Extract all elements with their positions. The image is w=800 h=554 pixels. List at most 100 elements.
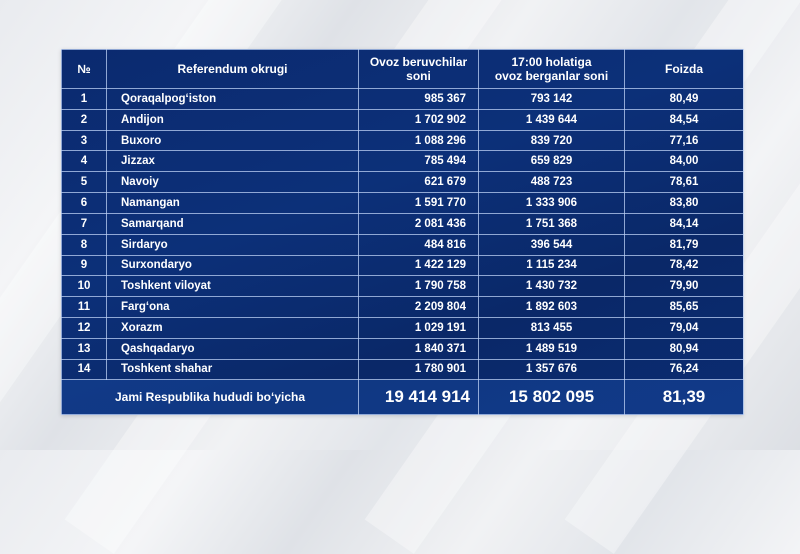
row-voted: 793 142 <box>478 88 625 110</box>
row-number: 9 <box>61 254 107 277</box>
row-voted: 1 333 906 <box>478 192 625 214</box>
table-row: 5 Navoiy 621 679 488 723 78,61 <box>61 171 744 194</box>
row-voters: 2 081 436 <box>358 212 479 235</box>
header-voters-line2: soni <box>406 69 431 83</box>
table-row: 14 Toshkent shahar 1 780 901 1 357 676 76,24 <box>61 358 744 381</box>
table-row: 10 Toshkent viloyat 1 790 758 1 430 732 79,9… <box>61 275 744 298</box>
row-voters: 1 780 901 <box>358 358 479 381</box>
referendum-turnout-table: № Referendum okrugi Ovoz beruvchilar son… <box>61 49 744 415</box>
row-voters: 985 367 <box>358 88 479 110</box>
row-voted: 488 723 <box>478 171 625 194</box>
row-district: Namangan <box>106 192 359 214</box>
row-voted: 1 489 519 <box>478 337 625 360</box>
header-voted-line2: ovoz berganlar soni <box>494 69 609 83</box>
row-voted: 659 829 <box>478 150 625 173</box>
table-row: 9 Surxondaryo 1 422 129 1 115 234 78,42 <box>61 254 744 277</box>
row-voters: 621 679 <box>358 171 479 194</box>
total-voters: 19 414 914 <box>358 379 479 415</box>
row-district: Farg‘ona <box>106 296 359 318</box>
row-percent: 85,65 <box>624 296 744 318</box>
header-voters-line1: Ovoz beruvchilar <box>369 55 468 69</box>
row-number: 10 <box>61 275 107 298</box>
row-number: 2 <box>61 108 107 131</box>
row-number: 8 <box>61 233 107 256</box>
table-row: 4 Jizzax 785 494 659 829 84,00 <box>61 150 744 173</box>
row-percent: 80,49 <box>624 88 744 110</box>
row-number: 4 <box>61 150 107 173</box>
table-row: 2 Andijon 1 702 902 1 439 644 84,54 <box>61 108 744 131</box>
header-district: Referendum okrugi <box>106 49 359 89</box>
row-district: Jizzax <box>106 150 359 173</box>
row-voted: 1 892 603 <box>478 296 625 318</box>
total-label: Jami Respublika hududi bo‘yicha <box>61 379 359 415</box>
row-percent: 78,42 <box>624 254 744 277</box>
row-voters: 1 029 191 <box>358 316 479 339</box>
row-district: Toshkent viloyat <box>106 275 359 298</box>
row-voters: 1 840 371 <box>358 337 479 360</box>
row-district: Andijon <box>106 108 359 131</box>
row-number: 12 <box>61 316 107 339</box>
header-voted-line1: 17:00 holatiga <box>511 55 592 69</box>
row-voters: 1 702 902 <box>358 108 479 131</box>
row-voted: 1 430 732 <box>478 275 625 298</box>
row-district: Sirdaryo <box>106 233 359 256</box>
row-voters: 785 494 <box>358 150 479 173</box>
row-number: 3 <box>61 129 107 152</box>
row-percent: 79,04 <box>624 316 744 339</box>
row-voted: 1 115 234 <box>478 254 625 277</box>
row-number: 11 <box>61 296 107 318</box>
table-row: 8 Sirdaryo 484 816 396 544 81,79 <box>61 233 744 256</box>
table-row: 6 Namangan 1 591 770 1 333 906 83,80 <box>61 192 744 214</box>
row-number: 1 <box>61 88 107 110</box>
row-voted: 1 357 676 <box>478 358 625 381</box>
row-percent: 84,14 <box>624 212 744 235</box>
table-row: 11 Farg‘ona 2 209 804 1 892 603 85,65 <box>61 296 744 318</box>
row-percent: 77,16 <box>624 129 744 152</box>
referendum-turnout-table-container: № Referendum okrugi Ovoz beruvchilar son… <box>61 49 744 415</box>
row-district: Navoiy <box>106 171 359 194</box>
row-district: Qoraqalpog‘iston <box>106 88 359 110</box>
row-number: 5 <box>61 171 107 194</box>
row-number: 14 <box>61 358 107 381</box>
total-percent: 81,39 <box>624 379 744 415</box>
row-voted: 1 751 368 <box>478 212 625 235</box>
total-voted: 15 802 095 <box>478 379 625 415</box>
row-voted: 1 439 644 <box>478 108 625 131</box>
row-voted: 396 544 <box>478 233 625 256</box>
row-number: 13 <box>61 337 107 360</box>
row-voters: 2 209 804 <box>358 296 479 318</box>
header-number: № <box>61 49 107 89</box>
row-voters: 484 816 <box>358 233 479 256</box>
table-body: 1 Qoraqalpog‘iston 985 367 793 142 80,49 2 And… <box>61 88 744 415</box>
row-district: Xorazm <box>106 316 359 339</box>
row-voters: 1 088 296 <box>358 129 479 152</box>
row-voters: 1 790 758 <box>358 275 479 298</box>
row-percent: 78,61 <box>624 171 744 194</box>
row-voters: 1 422 129 <box>358 254 479 277</box>
row-number: 6 <box>61 192 107 214</box>
row-percent: 76,24 <box>624 358 744 381</box>
row-voted: 813 455 <box>478 316 625 339</box>
table-row: 3 Buxoro 1 088 296 839 720 77,16 <box>61 129 744 152</box>
row-percent: 79,90 <box>624 275 744 298</box>
header-voters: Ovoz beruvchilar soni <box>358 49 479 89</box>
row-percent: 80,94 <box>624 337 744 360</box>
table-row: 12 Xorazm 1 029 191 813 455 79,04 <box>61 316 744 339</box>
row-voted: 839 720 <box>478 129 625 152</box>
row-number: 7 <box>61 212 107 235</box>
row-percent: 84,00 <box>624 150 744 173</box>
table-row: 1 Qoraqalpog‘iston 985 367 793 142 80,49 <box>61 88 744 110</box>
row-district: Surxondaryo <box>106 254 359 277</box>
row-percent: 83,80 <box>624 192 744 214</box>
row-percent: 81,79 <box>624 233 744 256</box>
row-district: Samarqand <box>106 212 359 235</box>
table-header-row: № Referendum okrugi Ovoz beruvchilar son… <box>61 49 744 89</box>
header-percent: Foizda <box>624 49 744 89</box>
row-district: Toshkent shahar <box>106 358 359 381</box>
table-row: 7 Samarqand 2 081 436 1 751 368 84,14 <box>61 212 744 235</box>
row-voters: 1 591 770 <box>358 192 479 214</box>
table-row: 13 Qashqadaryo 1 840 371 1 489 519 80,94 <box>61 337 744 360</box>
row-district: Buxoro <box>106 129 359 152</box>
row-percent: 84,54 <box>624 108 744 131</box>
total-row: Jami Respublika hududi bo‘yicha 19 414 9… <box>61 379 744 415</box>
